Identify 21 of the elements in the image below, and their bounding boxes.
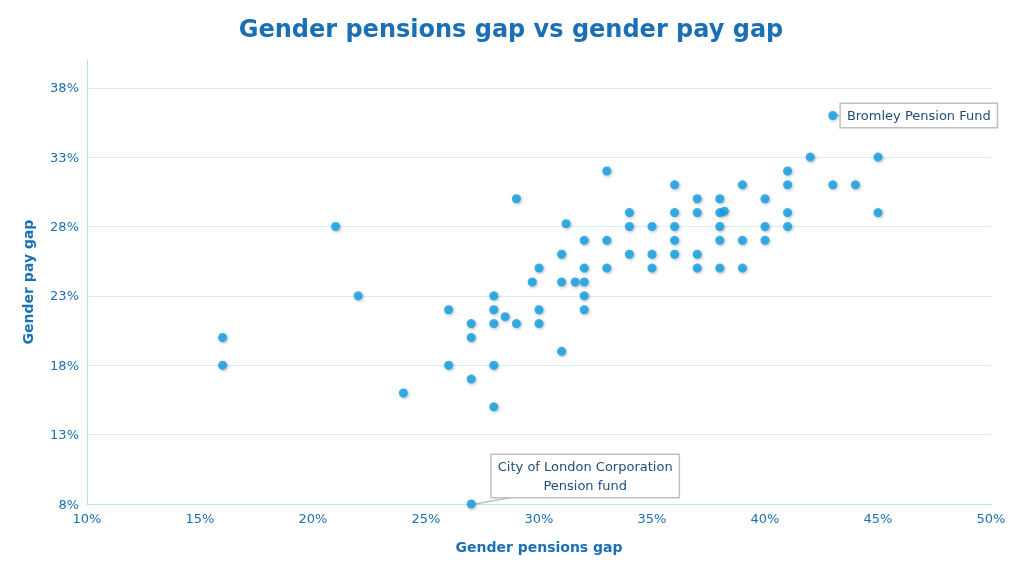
y-tick-label: 28%	[50, 219, 79, 234]
y-tick-label: 23%	[50, 288, 79, 304]
x-tick-label: 15%	[185, 511, 215, 526]
y-tick-label: 18%	[50, 357, 79, 373]
x-tick-label: 40%	[750, 511, 780, 526]
x-axis-title: Gender pensions gap	[455, 539, 623, 555]
y-tick-label: 38%	[50, 80, 79, 96]
annotation: Bromley Pension Fund	[846, 108, 991, 123]
x-tick-label: 45%	[863, 511, 893, 526]
y-tick-label: 33%	[50, 149, 79, 165]
y-tick-label: 8%	[58, 496, 79, 512]
x-tick-label: 20%	[298, 511, 328, 526]
annotation: City of London Corporation Pension fund	[497, 459, 673, 493]
x-tick-label: 25%	[411, 511, 441, 526]
x-tick-label: 10%	[72, 511, 102, 526]
y-axis-title: Gender pay gap	[20, 219, 36, 345]
x-tick-label: 35%	[637, 511, 667, 526]
y-tick-label: 13%	[50, 427, 79, 443]
chart-title: Gender pensions gap vs gender pay gap	[238, 15, 784, 43]
x-tick-label: 50%	[976, 511, 1006, 526]
x-tick-label: 30%	[524, 511, 554, 526]
